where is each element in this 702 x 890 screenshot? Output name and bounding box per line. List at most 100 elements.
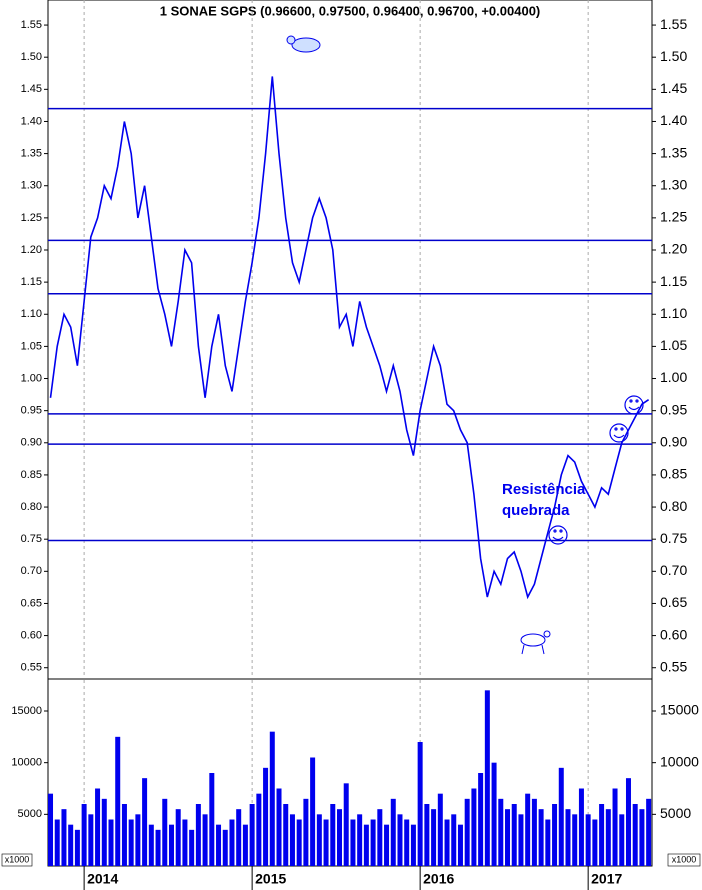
x-tick-label: 2015 — [255, 871, 286, 887]
y-tick-label: 0.65 — [660, 594, 687, 610]
volume-bar — [444, 819, 450, 866]
volume-bar — [451, 814, 457, 866]
plot-layer — [44, 0, 656, 866]
y-tick-label: 1.45 — [21, 83, 42, 95]
volume-bar — [478, 773, 484, 866]
volume-bar — [229, 819, 235, 866]
volume-bar — [330, 804, 336, 866]
y-tick-label: 1.15 — [660, 273, 687, 289]
y-tick-label: 1.55 — [21, 19, 42, 31]
plot-frame — [47, 0, 653, 867]
y-tick-label: 0.90 — [660, 433, 687, 449]
unit-label: x1000 — [5, 854, 30, 864]
y-tick-label: 0.95 — [21, 405, 42, 417]
volume-bar — [323, 819, 329, 866]
y-tick-label: 1.15 — [21, 276, 42, 288]
volume-bar — [74, 829, 80, 866]
volume-bar — [142, 778, 148, 866]
y-tick-label: 1.30 — [21, 180, 42, 192]
y-tick-label: 15000 — [660, 702, 699, 718]
volume-bar — [54, 819, 60, 866]
volume-bar — [619, 814, 625, 866]
y-tick-label: 0.80 — [21, 501, 42, 513]
volume-bar — [363, 824, 369, 866]
y-tick-label: 1.05 — [21, 340, 42, 352]
y-tick-label: 1.10 — [21, 308, 42, 320]
volume-bar — [370, 819, 376, 866]
bull-icon — [520, 630, 551, 655]
y-tick-label: 1.55 — [660, 16, 687, 32]
volume-bar — [612, 788, 618, 866]
volume-bar — [464, 798, 470, 866]
volume-bar — [599, 804, 605, 866]
volume-bar — [121, 804, 127, 866]
volume-bar — [505, 809, 511, 866]
volume-bar — [498, 798, 504, 866]
y-tick-label: 1.35 — [660, 144, 687, 160]
volume-bar — [303, 798, 309, 866]
volume-bar — [128, 819, 134, 866]
volume-bar — [336, 809, 342, 866]
volume-bar — [578, 788, 584, 866]
volume-bar — [195, 804, 201, 866]
x-tick-label: 2017 — [591, 871, 622, 887]
y-tick-label: 1.40 — [660, 112, 687, 128]
volume-bar — [115, 736, 121, 866]
y-tick-label: 0.85 — [660, 466, 687, 482]
y-tick-label: 10000 — [11, 757, 42, 769]
y-tick-label: 0.55 — [660, 658, 687, 674]
volume-bar — [397, 814, 403, 866]
y-tick-label: 0.90 — [21, 437, 42, 449]
volume-bar — [511, 804, 517, 866]
volume-bar — [410, 824, 416, 866]
y-tick-label: 10000 — [660, 753, 699, 769]
volume-bar — [525, 793, 531, 866]
y-tick-label: 1.00 — [660, 369, 687, 385]
y-tick-label: 1.45 — [660, 80, 687, 96]
volume-bar — [81, 804, 87, 866]
y-tick-label: 1.50 — [21, 51, 42, 63]
volume-bar — [605, 809, 611, 866]
volume-bar — [269, 731, 275, 866]
volume-bar — [417, 742, 423, 866]
volume-bar — [457, 824, 463, 866]
volume-bar — [216, 824, 222, 866]
y-tick-label: 1.20 — [660, 241, 687, 257]
unit-box — [1, 853, 33, 867]
volume-bar — [310, 757, 316, 866]
volume-bar — [182, 819, 188, 866]
y-tick-label: 5000 — [660, 805, 691, 821]
volume-bar — [384, 824, 390, 866]
y-tick-label: 0.85 — [21, 469, 42, 481]
unit-label: x1000 — [672, 854, 697, 864]
volume-bar — [61, 809, 67, 866]
y-tick-label: 1.20 — [21, 244, 42, 256]
volume-bar — [48, 793, 54, 866]
volume-bar — [202, 814, 208, 866]
volume-bar — [162, 798, 168, 866]
volume-bar — [585, 814, 591, 866]
volume-bar — [343, 783, 349, 866]
volume-bar — [484, 690, 490, 866]
y-tick-label: 0.60 — [21, 629, 42, 641]
volume-bar — [283, 804, 289, 866]
volume-bar — [276, 788, 282, 866]
y-tick-label: 1.25 — [660, 209, 687, 225]
y-tick-label: 1.10 — [660, 305, 687, 321]
volume-bar — [437, 793, 443, 866]
volume-bar — [155, 829, 161, 866]
volume-bar — [639, 809, 645, 866]
volume-bar — [101, 798, 107, 866]
volume-bar — [168, 824, 174, 866]
annotation: quebrada — [502, 502, 570, 519]
volume-bar — [242, 824, 248, 866]
volume-bar — [377, 809, 383, 866]
volume-bar — [289, 814, 295, 866]
volume-bar — [592, 819, 598, 866]
volume-bar — [390, 798, 396, 866]
chart-title: 1 SONAE SGPS (0.96600, 0.97500, 0.96400,… — [160, 3, 541, 18]
x-tick-label: 2016 — [423, 871, 454, 887]
smiley-icons — [548, 395, 644, 545]
